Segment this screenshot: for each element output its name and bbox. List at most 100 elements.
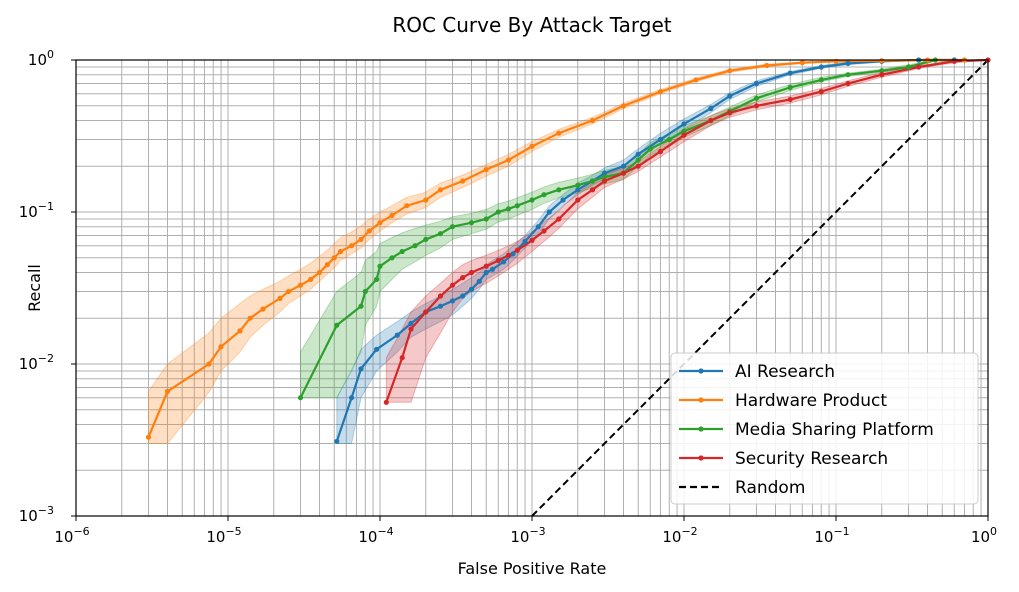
security-research-point	[635, 163, 641, 169]
media-sharing-platform-point	[377, 263, 383, 269]
random-line	[531, 59, 989, 517]
ai-research-point	[476, 278, 482, 284]
media-sharing-platform-point	[514, 203, 520, 209]
ai-research-point	[753, 80, 760, 87]
media-sharing-platform-point	[399, 248, 405, 255]
security-research-point	[601, 178, 608, 184]
security-research-point	[468, 269, 475, 276]
media-sharing-platform-point	[505, 206, 512, 212]
hardware-product-point	[247, 315, 253, 321]
hardware-product-point	[657, 89, 664, 95]
security-research-point	[529, 237, 535, 243]
ai-research-point	[601, 170, 608, 176]
x-axis-ticks: 10−6 10−5 10−4 10−3 10−2 10−1 100	[54, 516, 997, 546]
media-sharing-platform-point	[358, 303, 364, 309]
ai-research-point	[535, 224, 541, 230]
legend-label-random: Random	[735, 478, 805, 498]
legend-marker-ai-research	[698, 368, 704, 374]
hardware-product-point	[727, 68, 733, 74]
ai-research-point	[620, 163, 627, 169]
media-sharing-platform-point	[495, 209, 501, 215]
ai-research-point	[681, 121, 687, 127]
legend-label-media-sharing-platform: Media Sharing Platform	[735, 420, 934, 440]
ai-research-point	[408, 320, 414, 326]
y-axis-label: Recall	[25, 264, 44, 312]
media-sharing-platform-point	[666, 136, 672, 143]
security-research-point	[753, 103, 760, 109]
hardware-product-point	[764, 62, 770, 69]
y-tick-label: 10−2	[19, 352, 54, 373]
hardware-product-point	[331, 255, 337, 261]
media-sharing-platform-point	[753, 95, 760, 101]
hardware-product-point	[693, 77, 699, 83]
ai-research-point	[818, 64, 824, 70]
hardware-product-point	[879, 58, 885, 64]
media-sharing-platform-point	[297, 395, 304, 401]
ai-research-point	[546, 209, 552, 215]
security-research-point	[845, 80, 851, 87]
security-research-point	[727, 110, 733, 116]
hardware-product-point	[529, 143, 535, 149]
ai-research-point	[468, 286, 475, 292]
hardware-product-point	[366, 228, 372, 234]
media-sharing-platform-point	[468, 220, 475, 226]
hardware-product-point	[277, 295, 283, 301]
media-sharing-platform-point	[362, 288, 368, 295]
series-points	[145, 57, 991, 444]
hardware-product-point	[237, 328, 243, 334]
ai-research-point	[374, 346, 380, 352]
ai-research-point	[708, 105, 714, 112]
hardware-product-point	[164, 388, 171, 394]
legend-box	[670, 352, 979, 505]
media-sharing-platform-point	[374, 276, 380, 282]
media-sharing-platform-point	[647, 146, 653, 152]
media-sharing-platform-point	[575, 182, 581, 188]
security-research-point	[423, 309, 429, 315]
security-research-point	[514, 247, 520, 253]
ai-research-point	[635, 151, 641, 157]
hardware-product-point	[260, 306, 266, 312]
ai-research-point	[437, 303, 444, 309]
media-sharing-platform-point	[541, 192, 547, 198]
legend-marker-hardware-product	[698, 397, 704, 403]
security-research-point	[787, 96, 793, 103]
ai-research-point	[501, 259, 507, 265]
media-sharing-platform-point	[556, 187, 562, 193]
security-research-point	[916, 64, 922, 70]
ai-research-point	[460, 293, 466, 299]
security-research-point	[708, 117, 714, 124]
x-tick-label: 10−4	[358, 525, 393, 546]
ai-research-point	[449, 298, 456, 304]
hardware-product-point	[589, 117, 596, 124]
security-research-point	[681, 132, 687, 138]
hardware-product-point	[308, 276, 314, 282]
media-sharing-platform-point	[483, 216, 489, 222]
media-sharing-platform-point	[845, 72, 851, 78]
media-sharing-platform-point	[423, 236, 429, 242]
x-tick-label: 10−5	[206, 525, 241, 546]
ai-research-point	[394, 332, 400, 338]
media-sharing-platform-point	[334, 322, 340, 328]
hardware-product-point	[297, 282, 304, 288]
hardware-product-point	[799, 60, 805, 66]
media-sharing-platform-point	[412, 243, 418, 249]
legend-label-ai-research: AI Research	[735, 362, 835, 382]
y-tick-label: 100	[28, 48, 54, 69]
hardware-product-point	[437, 187, 444, 193]
security-research-point	[818, 89, 824, 95]
hardware-product-point	[377, 220, 383, 226]
ai-research-point	[845, 60, 851, 66]
media-sharing-platform-point	[589, 178, 596, 184]
media-sharing-platform-point	[879, 68, 885, 74]
security-research-point	[449, 282, 456, 288]
legend-marker-security-research	[698, 455, 704, 461]
security-research-point	[657, 148, 664, 155]
ai-research-point	[510, 251, 516, 257]
security-research-point	[575, 197, 581, 203]
hardware-product-point	[324, 262, 330, 268]
x-tick-label: 100	[971, 525, 997, 546]
y-tick-label: 10−3	[19, 504, 54, 525]
chart-title: ROC Curve By Attack Target	[392, 13, 671, 37]
ai-research-point	[489, 266, 496, 272]
